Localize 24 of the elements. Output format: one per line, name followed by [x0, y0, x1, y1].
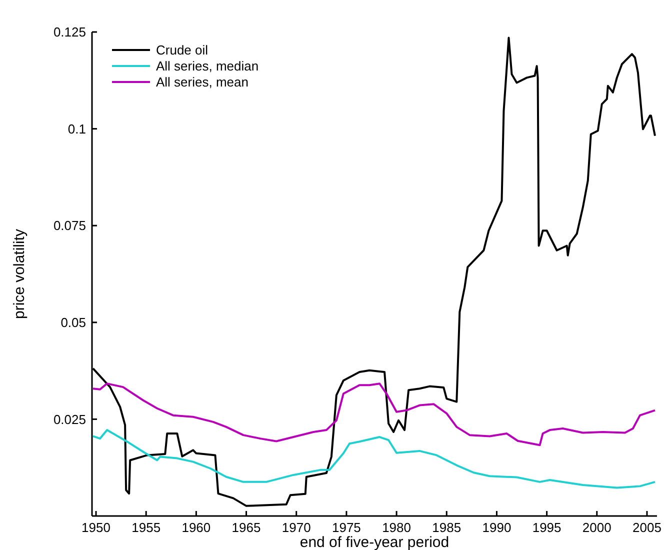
y-tick-label: 0.025: [53, 412, 86, 427]
x-tick-label: 1980: [382, 520, 411, 535]
x-tick-label: 1955: [132, 520, 161, 535]
line-series: [92, 382, 656, 446]
x-tick-label: 1950: [82, 520, 110, 535]
x-tick-label: 2005: [632, 520, 662, 535]
x-tick-label: 2000: [582, 520, 612, 535]
y-tick-label: 0.075: [53, 218, 86, 234]
x-tick-label: 1995: [532, 520, 562, 535]
legend-label: All series, median: [156, 58, 259, 74]
x-tick-label: 1990: [482, 520, 512, 535]
x-tick-label: 1975: [332, 520, 361, 535]
x-axis-title: end of five-year period: [300, 534, 450, 550]
y-tick-label: 0.125: [53, 24, 86, 40]
y-tick-label: 0.1: [68, 121, 86, 136]
legend-label: Crude oil: [156, 42, 208, 58]
y-tick-label: 0.05: [60, 314, 86, 330]
line-series: [92, 429, 656, 489]
x-tick-label: 1960: [182, 520, 211, 535]
x-tick-label: 1985: [432, 520, 462, 535]
x-tick-label: 1970: [282, 520, 311, 535]
y-axis-title: price volatility: [11, 228, 28, 320]
x-tick-label: 1965: [232, 520, 261, 535]
legend-label: All series, mean: [156, 74, 248, 90]
